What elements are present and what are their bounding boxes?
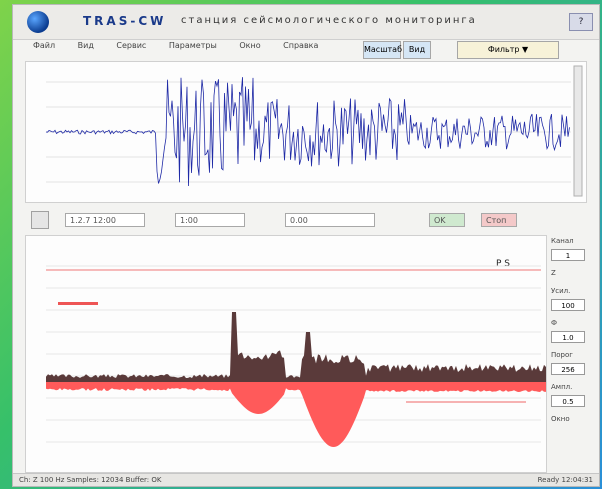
gain-label: Усил. xyxy=(551,287,571,295)
menu-window[interactable]: Окно xyxy=(239,41,261,50)
filter-label: Ф xyxy=(551,319,558,327)
status-bar: Ch: Z 100 Hz Samples: 12034 Buffer: OK R… xyxy=(13,473,599,486)
control-row: 1.2.7 12:00 1:00 0.00 OK Стоп xyxy=(25,211,585,231)
zoom-button[interactable]: Масштаб xyxy=(363,41,402,59)
wave-scrollbar[interactable] xyxy=(573,65,583,197)
offset-field[interactable]: 0.00 xyxy=(285,213,375,227)
channel-value[interactable]: 1 xyxy=(551,249,585,261)
phase-marker-label: P S xyxy=(496,259,510,269)
apply-button[interactable]: OK xyxy=(429,213,465,227)
time-field[interactable]: 1.2.7 12:00 xyxy=(65,213,145,227)
play-icon[interactable] xyxy=(31,211,49,229)
menu-service[interactable]: Сервис xyxy=(116,41,147,50)
app-subtitle: станция сейсмологического мониторинга xyxy=(181,15,477,26)
amplitude-value[interactable]: 0.5 xyxy=(551,395,585,407)
help-button[interactable]: ? xyxy=(569,13,593,31)
spectrogram-panel[interactable]: P S xyxy=(25,235,547,473)
threshold-value[interactable]: 256 xyxy=(551,363,585,375)
menu-params[interactable]: Параметры xyxy=(168,41,217,50)
menu-view[interactable]: Вид xyxy=(77,41,94,50)
view-button[interactable]: Вид xyxy=(403,41,431,59)
stop-button[interactable]: Стоп xyxy=(481,213,517,227)
marker-bar xyxy=(58,302,98,305)
globe-logo-icon xyxy=(27,11,49,33)
channel-label: Канал xyxy=(551,237,574,245)
right-settings-panel: Канал 1 Z Усил. 100 Ф 1.0 Порог 256 Ампл… xyxy=(549,235,589,471)
threshold-label: Порог xyxy=(551,351,573,359)
menu-file[interactable]: Файл xyxy=(33,41,56,50)
app-name: TRAS-CW xyxy=(83,14,167,28)
menu-help[interactable]: Справка xyxy=(283,41,319,50)
status-left: Ch: Z 100 Hz Samples: 12034 Buffer: OK xyxy=(19,476,162,484)
amplitude-envelope-lower xyxy=(46,382,546,447)
duration-field[interactable]: 1:00 xyxy=(175,213,245,227)
window-label: Окно xyxy=(551,415,570,423)
title-bar: TRAS-CW станция сейсмологического монито… xyxy=(13,5,599,40)
menu-bar: Файл Вид Сервис Параметры Окно Справка xyxy=(13,41,599,57)
waveform-plot xyxy=(45,65,583,197)
waveform-panel[interactable] xyxy=(25,61,587,203)
status-right: Ready 12:04:31 xyxy=(537,476,593,484)
app-window: TRAS-CW станция сейсмологического монито… xyxy=(12,4,600,487)
filter-value[interactable]: 1.0 xyxy=(551,331,585,343)
amplitude-label: Ампл. xyxy=(551,383,573,391)
spectrogram-plot: P S xyxy=(46,259,546,447)
amplitude-envelope-upper xyxy=(46,312,546,382)
gain-value[interactable]: 100 xyxy=(551,299,585,311)
waveform-trace xyxy=(45,77,570,187)
filter-button[interactable]: Фильтр ▼ xyxy=(457,41,559,59)
component-label: Z xyxy=(551,269,556,277)
